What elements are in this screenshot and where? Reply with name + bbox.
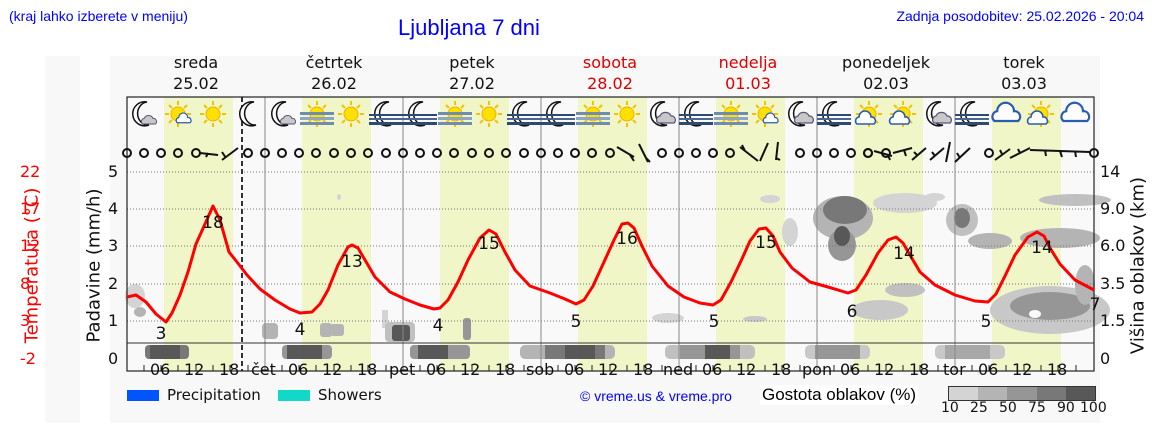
temp-tick: 3 (20, 311, 31, 330)
x-label: 06 (150, 360, 171, 379)
svg-text:14: 14 (1031, 238, 1053, 258)
svg-text:7: 7 (1090, 295, 1101, 315)
x-label: pet (389, 360, 416, 379)
cloud-height-tick: 6.0 (1100, 236, 1126, 255)
x-label: 12 (184, 360, 205, 379)
precipitation-legend-label: Precipitation (167, 386, 261, 404)
cloud-height-tick: 3.5 (1100, 274, 1126, 293)
day-separators (264, 97, 956, 371)
x-label: 18 (219, 360, 240, 379)
x-label: 06 (978, 360, 999, 379)
precip-tick: 2 (108, 274, 119, 293)
showers-legend-label: Showers (318, 386, 382, 404)
precip-tick: 0 (108, 349, 119, 368)
precip-tick: 1 (108, 311, 119, 330)
x-label: 06 (702, 360, 723, 379)
cloud-height-tick: 9.0 (1100, 199, 1126, 218)
cloud-density-scale (948, 386, 1096, 401)
x-label: 18 (771, 360, 792, 379)
temp-tick: 8 (20, 274, 31, 293)
temperature-line (126, 204, 1095, 324)
cloud-height-axis-title: Višina oblakov (km) (1127, 176, 1149, 355)
day-header: ponedeljek 02.03 (842, 53, 930, 93)
x-label: tor (943, 360, 966, 379)
day-header: četrtek 26.02 (305, 53, 363, 93)
x-label: 12 (460, 360, 481, 379)
x-label: 18 (633, 360, 654, 379)
x-label: 18 (909, 360, 930, 379)
precip-tick: 4 (108, 199, 119, 218)
x-label: 12 (736, 360, 757, 379)
precip-tick: 3 (108, 236, 119, 255)
cloud-density-title: Gostota oblakov (%) (760, 385, 919, 405)
svg-text:5: 5 (571, 312, 582, 332)
x-label: 12 (874, 360, 895, 379)
svg-text:4: 4 (433, 316, 444, 336)
temp-axis-panel (45, 56, 80, 423)
day-header: petek 27.02 (449, 53, 495, 93)
low-cloud-strip (145, 345, 1005, 359)
svg-text:3: 3 (156, 324, 167, 344)
page-title: Ljubljana 7 dni (398, 15, 540, 40)
svg-text:5: 5 (981, 312, 992, 332)
x-label: sob (526, 360, 555, 379)
daylight-bands (164, 97, 1061, 371)
temp-tick: 22 (20, 162, 41, 181)
temp-tick: 12 (20, 236, 41, 255)
x-label: ned (663, 360, 694, 379)
svg-text:15: 15 (755, 233, 777, 253)
svg-text:14: 14 (893, 244, 915, 264)
temp-annotations: 3 18 4 13 4 15 5 16 5 15 6 14 5 14 7 (156, 213, 1101, 344)
day-header-weekend: nedelja 01.03 (718, 53, 778, 93)
cloud-height-tick: 0 (1100, 349, 1111, 368)
precipitation-swatch (127, 390, 159, 401)
x-label: 12 (598, 360, 619, 379)
precipitation-axis-title: Padavine (mm/h) (83, 188, 105, 343)
x-label: 18 (1047, 360, 1068, 379)
last-updated: Zadnja posodobitev: 25.02.2026 - 20:04 (896, 8, 1144, 24)
x-label: 06 (564, 360, 585, 379)
density-tick: 90 (1057, 400, 1075, 416)
x-label: čet (251, 360, 276, 379)
cloud-height-tick: 14 (1100, 162, 1121, 181)
density-tick: 50 (999, 400, 1017, 416)
precip-tick: 5 (108, 162, 119, 181)
temp-tick: 17 (20, 199, 41, 218)
day-header-weekend: sobota 28.02 (582, 53, 638, 93)
svg-text:4: 4 (295, 320, 306, 340)
svg-text:5: 5 (709, 312, 720, 332)
density-tick: 75 (1028, 400, 1046, 416)
region-hint: (kraj lahko izberete v meniju) (9, 8, 188, 24)
svg-text:18: 18 (202, 213, 224, 233)
svg-text:16: 16 (616, 229, 638, 249)
svg-text:15: 15 (478, 234, 500, 254)
cloud-density-layer (125, 193, 1111, 342)
x-label: pon (802, 360, 833, 379)
x-label: 06 (288, 360, 309, 379)
day-header: sreda 25.02 (173, 53, 219, 93)
x-label: 18 (357, 360, 378, 379)
wind-barbs-row (122, 141, 1099, 163)
density-tick: 10 (941, 400, 959, 416)
density-tick: 25 (970, 400, 988, 416)
copyright-link[interactable]: © vreme.us & vreme.pro (580, 388, 732, 404)
showers-swatch (278, 390, 310, 401)
cloud-height-tick: 1.5 (1100, 311, 1126, 330)
hour-ticks (143, 365, 1077, 371)
x-label: 12 (1012, 360, 1033, 379)
density-tick: 100 (1080, 400, 1107, 416)
x-label: 06 (840, 360, 861, 379)
x-label: 06 (426, 360, 447, 379)
x-label: 18 (495, 360, 516, 379)
temp-tick: -2 (20, 349, 36, 368)
svg-text:6: 6 (847, 302, 858, 322)
svg-text:13: 13 (341, 252, 363, 272)
day-header: torek 03.03 (1001, 53, 1047, 93)
x-label: 12 (322, 360, 343, 379)
